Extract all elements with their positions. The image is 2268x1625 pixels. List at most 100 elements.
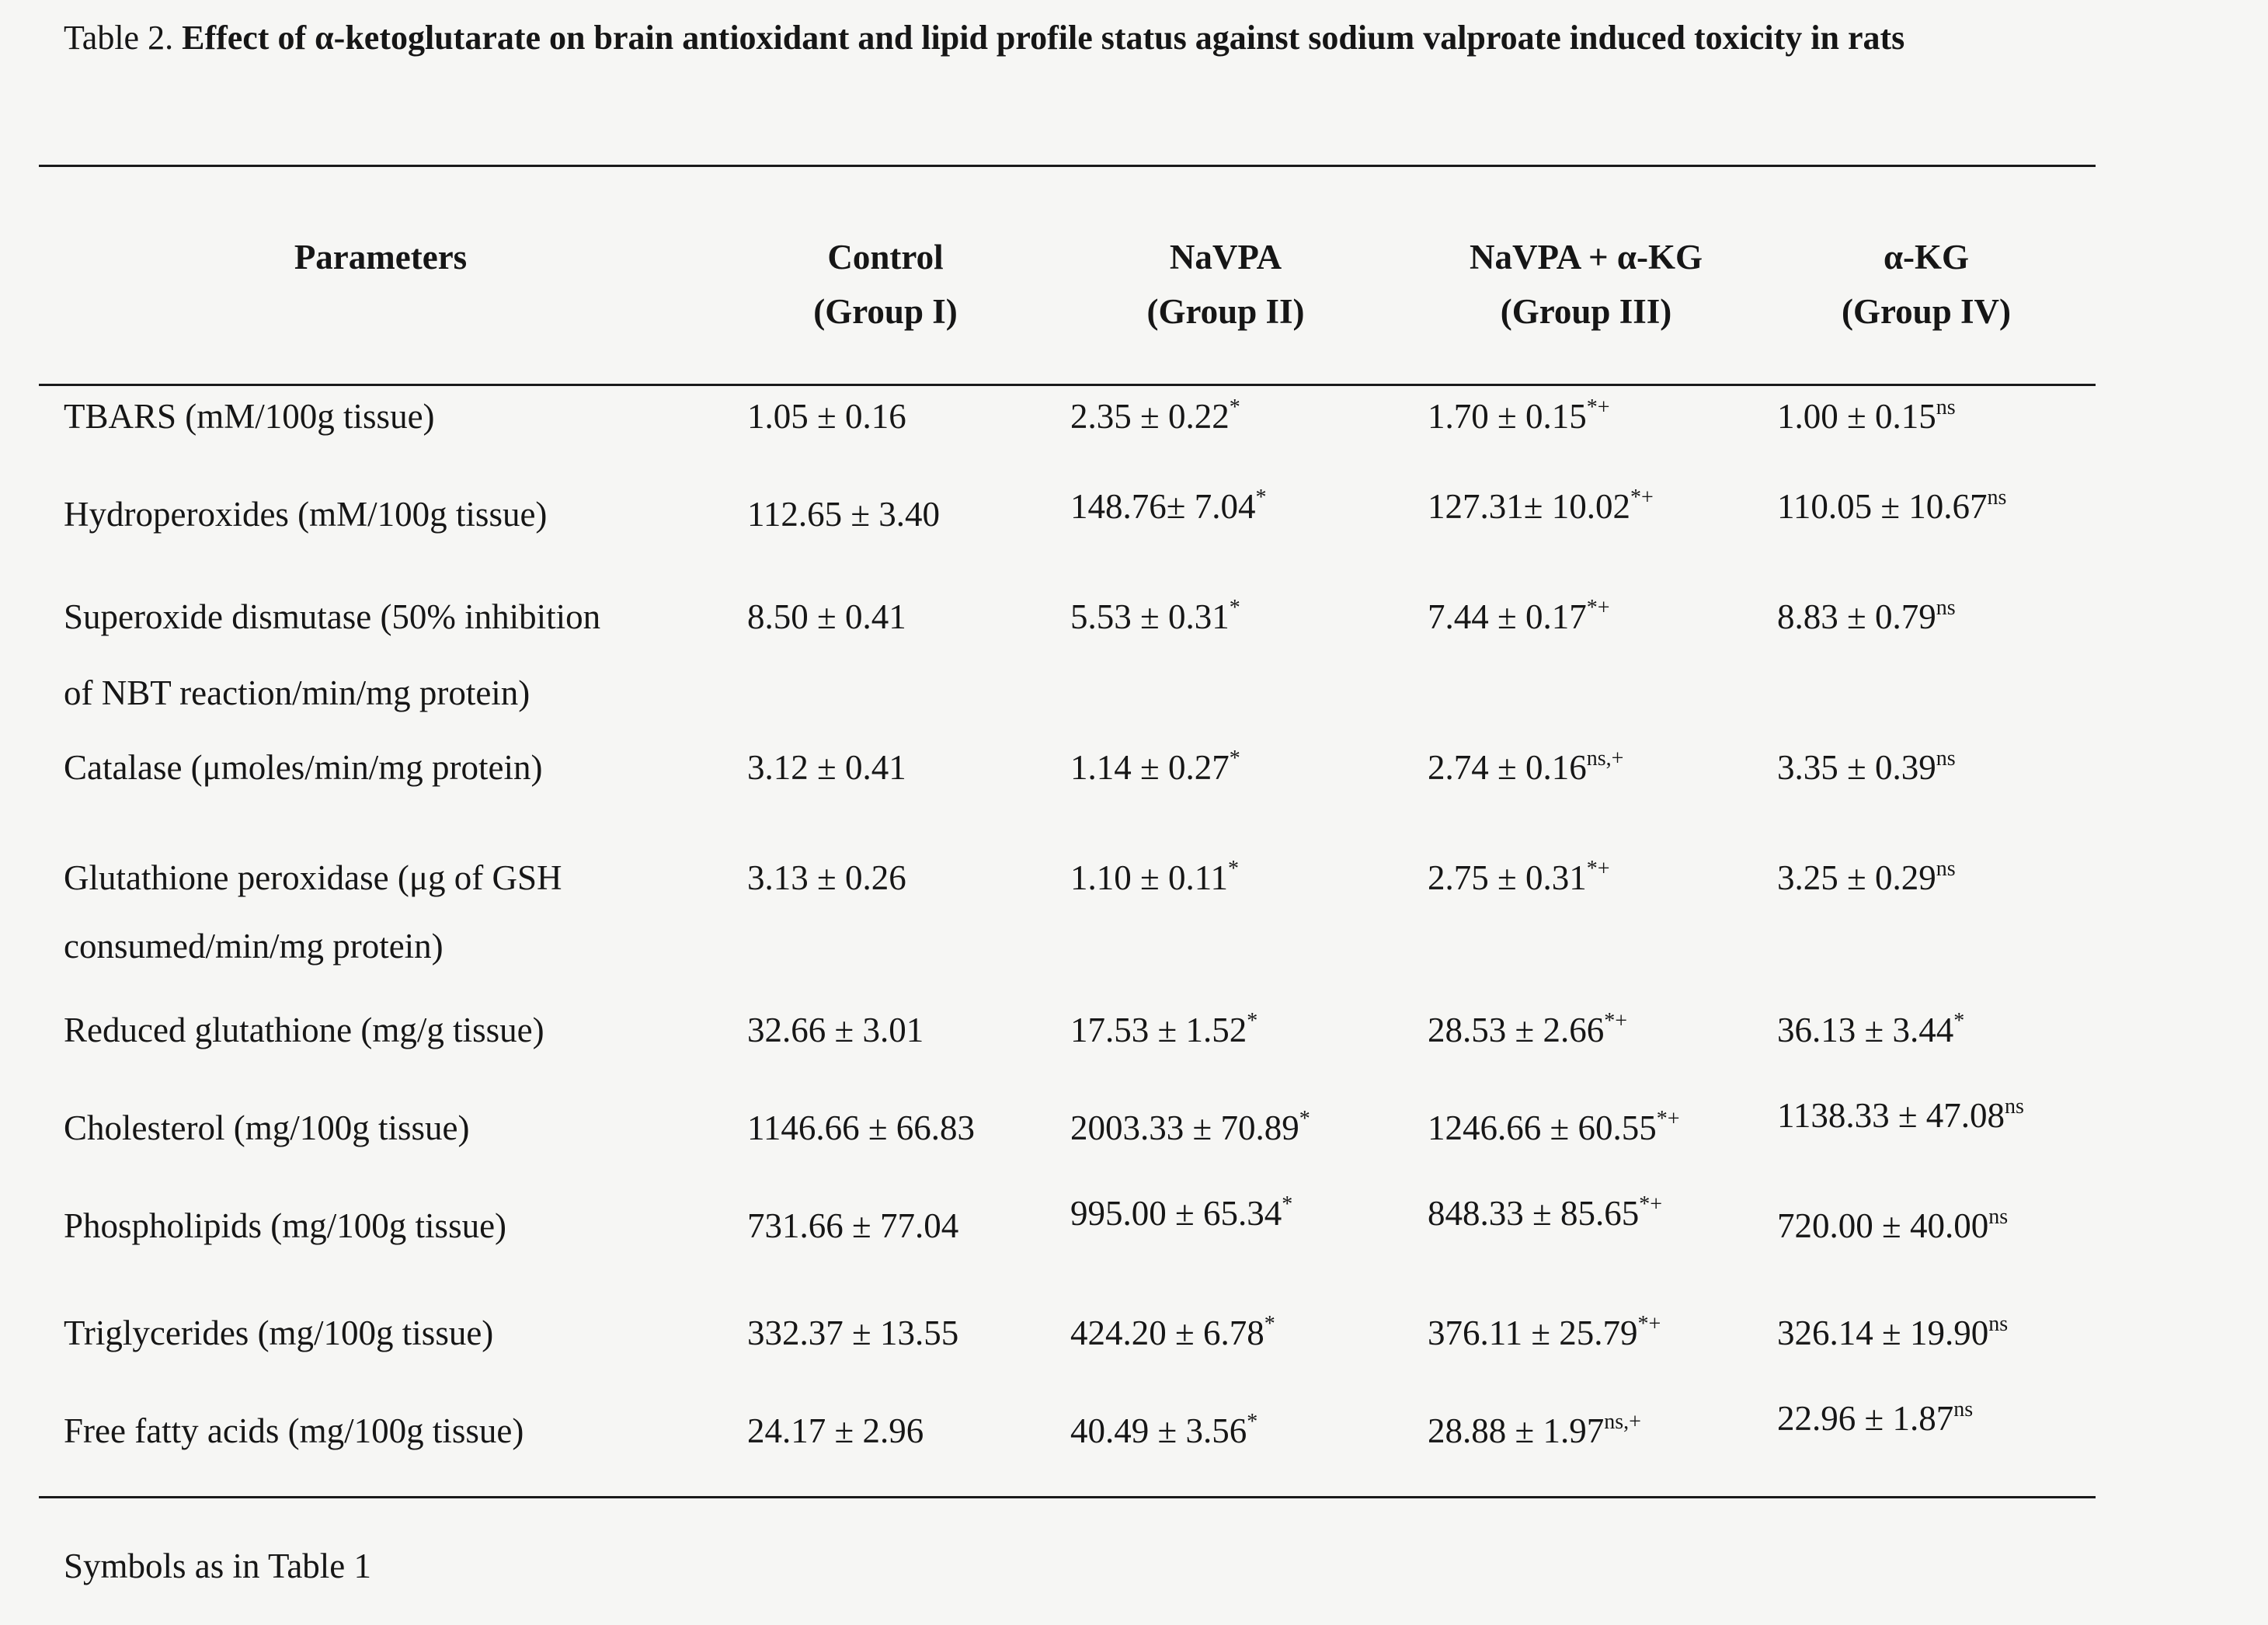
row-parameter-label: Free fatty acids (mg/100g tissue) xyxy=(64,1411,524,1451)
significance-marker: ns xyxy=(1953,1397,1974,1421)
table-cell: 332.37 ± 13.55 xyxy=(747,1313,958,1353)
caption-title: Effect of α-ketoglutarate on brain antio… xyxy=(182,19,1905,57)
table-cell: 110.05 ± 10.67ns xyxy=(1777,486,2006,527)
cell-value: 148.76± 7.04 xyxy=(1070,487,1256,526)
parameter-line: of NBT reaction/min/mg protein) xyxy=(64,673,530,712)
significance-marker: ns xyxy=(1987,485,2007,510)
significance-marker: ns xyxy=(1936,746,1956,771)
parameter-line: Reduced glutathione (mg/g tissue) xyxy=(64,1011,544,1049)
significance-marker: ns xyxy=(1936,395,1956,419)
cell-value: 1.00 ± 0.15 xyxy=(1777,397,1936,436)
significance-marker: * xyxy=(1229,596,1240,620)
cell-value: 22.96 ± 1.87 xyxy=(1777,1399,1954,1438)
table-cell: 22.96 ± 1.87ns xyxy=(1777,1398,1973,1439)
parameter-line: Hydroperoxides (mM/100g tissue) xyxy=(64,495,548,534)
cell-value: 731.66 ± 77.04 xyxy=(747,1206,959,1245)
table-cell: 3.12 ± 0.41 xyxy=(747,747,906,788)
table-cell: 3.35 ± 0.39ns xyxy=(1777,747,1956,788)
cell-value: 3.25 ± 0.29 xyxy=(1777,858,1936,897)
header-navpa: NaVPA (Group II) xyxy=(1146,238,1305,331)
table-cell: 7.44 ± 0.17*+ xyxy=(1428,597,1610,637)
significance-marker: * xyxy=(1228,857,1240,881)
significance-marker: ns xyxy=(1936,857,1956,881)
table-cell: 1.05 ± 0.16 xyxy=(747,396,906,437)
table-cell: 112.65 ± 3.40 xyxy=(747,494,940,534)
table-caption: Table 2. Effect of α-ketoglutarate on br… xyxy=(64,14,2161,62)
table-footnote: Symbols as in Table 1 xyxy=(64,1547,372,1585)
parameter-line: Catalase (μmoles/min/mg protein) xyxy=(64,748,543,787)
row-parameter-label: Phospholipids (mg/100g tissue) xyxy=(64,1206,506,1246)
cell-value: 995.00 ± 65.34 xyxy=(1070,1194,1282,1233)
table-cell: 17.53 ± 1.52* xyxy=(1070,1010,1257,1050)
significance-marker: ns,+ xyxy=(1604,1410,1641,1434)
significance-marker: ns,+ xyxy=(1586,746,1624,771)
cell-value: 112.65 ± 3.40 xyxy=(747,495,941,534)
parameter-line: Cholesterol (mg/100g tissue) xyxy=(64,1108,470,1147)
table-cell: 326.14 ± 19.90ns xyxy=(1777,1313,2008,1353)
table-cell: 1.10 ± 0.11* xyxy=(1070,858,1239,898)
significance-marker: *+ xyxy=(1586,596,1610,620)
cell-value: 40.49 ± 3.56 xyxy=(1070,1411,1247,1450)
significance-marker: * xyxy=(1953,1009,1965,1033)
header-akg: α-KG (Group IV) xyxy=(1842,238,2011,331)
table-cell: 1.14 ± 0.27* xyxy=(1070,747,1240,788)
cell-value: 8.50 ± 0.41 xyxy=(747,597,906,636)
table-cell: 36.13 ± 3.44* xyxy=(1777,1010,1964,1050)
table-cell: 424.20 ± 6.78* xyxy=(1070,1313,1275,1353)
cell-value: 3.12 ± 0.41 xyxy=(747,748,906,787)
cell-value: 1.10 ± 0.11 xyxy=(1070,858,1229,897)
cell-value: 7.44 ± 0.17 xyxy=(1428,597,1587,636)
cell-value: 36.13 ± 3.44 xyxy=(1777,1011,1954,1049)
parameter-line: Glutathione peroxidase (μg of GSH xyxy=(64,858,562,897)
row-parameter-label: Cholesterol (mg/100g tissue) xyxy=(64,1108,469,1148)
table-cell: 3.13 ± 0.26 xyxy=(747,858,906,898)
parameter-line: Free fatty acids (mg/100g tissue) xyxy=(64,1411,524,1450)
significance-marker: *+ xyxy=(1604,1009,1627,1033)
significance-marker: * xyxy=(1229,395,1240,419)
cell-value: 3.13 ± 0.26 xyxy=(747,858,906,897)
cell-value: 2.35 ± 0.22 xyxy=(1070,397,1230,436)
cell-value: 110.05 ± 10.67 xyxy=(1777,487,1988,526)
significance-marker: *+ xyxy=(1586,395,1610,419)
cell-value: 424.20 ± 6.78 xyxy=(1070,1314,1264,1352)
cell-value: 1.14 ± 0.27 xyxy=(1070,748,1230,787)
table-cell: 8.50 ± 0.41 xyxy=(747,597,906,637)
significance-marker: ns xyxy=(1988,1205,2009,1229)
cell-value: 3.35 ± 0.39 xyxy=(1777,748,1936,787)
table-cell: 5.53 ± 0.31* xyxy=(1070,597,1240,637)
significance-marker: * xyxy=(1255,485,1267,510)
table-cell: 720.00 ± 40.00ns xyxy=(1777,1206,2008,1246)
cell-value: 1.05 ± 0.16 xyxy=(747,397,906,436)
header-parameters: Parameters xyxy=(294,238,468,277)
table-cell: 731.66 ± 77.04 xyxy=(747,1206,958,1246)
cell-value: 1138.33 ± 47.08 xyxy=(1777,1096,2005,1135)
significance-marker: ns xyxy=(1988,1312,2009,1336)
cell-value: 326.14 ± 19.90 xyxy=(1777,1314,1989,1352)
row-parameter-label: TBARS (mM/100g tissue) xyxy=(64,396,435,437)
cell-value: 332.37 ± 13.55 xyxy=(747,1314,959,1352)
significance-marker: * xyxy=(1229,746,1240,771)
significance-marker: * xyxy=(1264,1312,1275,1336)
cell-value: 1246.66 ± 60.55 xyxy=(1428,1108,1657,1147)
cell-value: 848.33 ± 85.65 xyxy=(1428,1194,1640,1233)
row-parameter-label: Hydroperoxides (mM/100g tissue) xyxy=(64,494,547,534)
table-cell: 1138.33 ± 47.08ns xyxy=(1777,1095,2024,1136)
significance-marker: *+ xyxy=(1639,1192,1662,1216)
table-cell: 28.88 ± 1.97ns,+ xyxy=(1428,1411,1641,1451)
parameter-line: consumed/min/mg protein) xyxy=(64,927,444,966)
parameter-line: TBARS (mM/100g tissue) xyxy=(64,397,435,436)
significance-marker: * xyxy=(1247,1410,1258,1434)
row-parameter-label: Glutathione peroxidase (μg of GSH consume… xyxy=(64,858,562,966)
cell-value: 32.66 ± 3.01 xyxy=(747,1011,924,1049)
table-cell: 1.70 ± 0.15*+ xyxy=(1428,396,1610,437)
table-cell: 2.35 ± 0.22* xyxy=(1070,396,1240,437)
table-cell: 24.17 ± 2.96 xyxy=(747,1411,924,1451)
cell-value: 24.17 ± 2.96 xyxy=(747,1411,924,1450)
table-cell: 2003.33 ± 70.89* xyxy=(1070,1108,1310,1148)
cell-value: 8.83 ± 0.79 xyxy=(1777,597,1936,636)
top-rule xyxy=(39,165,2096,167)
significance-marker: *+ xyxy=(1586,857,1610,881)
cell-value: 28.88 ± 1.97 xyxy=(1428,1411,1605,1450)
row-parameter-label: Catalase (μmoles/min/mg protein) xyxy=(64,747,543,788)
row-parameter-label: Triglycerides (mg/100g tissue) xyxy=(64,1313,493,1353)
